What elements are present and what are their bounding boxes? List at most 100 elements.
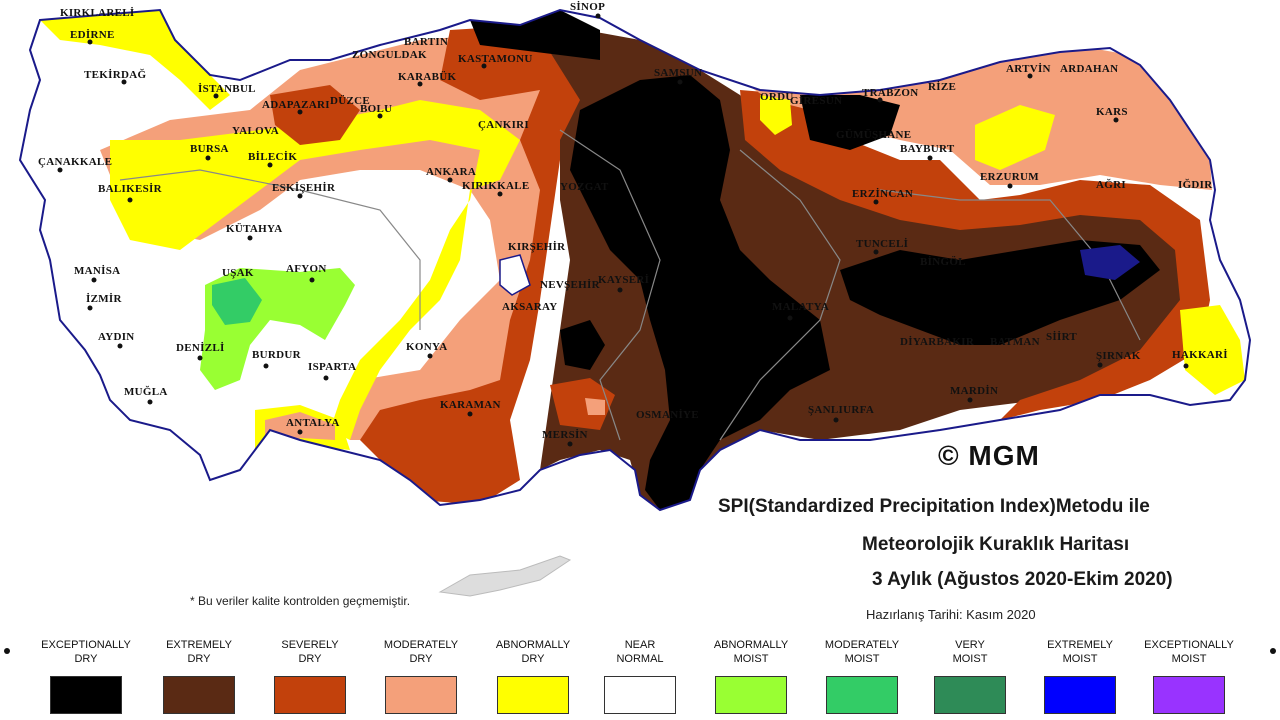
label-igdir: IĞDIR <box>1178 178 1213 191</box>
label-manisa: MANİSA <box>74 265 120 277</box>
label-duzce: DÜZCE <box>330 94 370 107</box>
region-severely-dry-mersin <box>550 378 615 430</box>
region-severely-dry-north <box>270 85 360 145</box>
region-abnormally-dry-northwest <box>40 10 230 110</box>
legend-label: EXTREMELY DRY <box>166 639 232 665</box>
map-title-line-3: 3 Aylık (Ağustos 2020-Ekim 2020) <box>872 569 1173 590</box>
legend-label: MODERATELY MOIST <box>824 639 900 665</box>
region-exceptionally-dry-trabzon <box>800 95 900 150</box>
label-izmir: İZMİR <box>86 293 122 305</box>
legend-swatch <box>826 676 898 714</box>
legend-label: MODERATELY DRY <box>383 639 459 665</box>
legend-label: NEAR NORMAL <box>616 639 664 665</box>
label-mersin: MERSİN <box>542 429 588 441</box>
label-afyon: AFYON <box>286 263 327 275</box>
label-edirne: EDİRNE <box>70 29 115 41</box>
mgm-logo: © MGM <box>938 440 1040 471</box>
label-yozgat: YOZGAT <box>560 181 609 193</box>
legend-swatch <box>274 676 346 714</box>
label-denizli: DENİZLİ <box>176 342 225 354</box>
label-usak: UŞAK <box>222 267 254 279</box>
label-rize: RİZE <box>928 81 956 93</box>
legend-item-exceptionally-dry: EXCEPTIONALLY DRY <box>30 638 142 714</box>
label-balikesir: BALIKESİR <box>98 183 163 195</box>
legend-swatch <box>497 676 569 714</box>
quality-footnote: * Bu veriler kalite kontrolden geçmemişt… <box>190 594 411 608</box>
legend-item-moderately-moist: MODERATELY MOIST <box>806 638 918 714</box>
legend-label: EXCEPTIONALLY MOIST <box>1144 639 1234 665</box>
label-cankiri: ÇANKIRI <box>478 119 529 131</box>
left-edge-dot <box>4 648 10 654</box>
label-siirt: SİİRT <box>1046 331 1077 343</box>
label-sakarya: ADAPAZARI <box>262 99 330 111</box>
region-exceptionally-dry-kayseri <box>560 320 605 370</box>
label-eskisehir: ESKİŞEHİR <box>272 182 336 194</box>
legend-label: SEVERELY DRY <box>281 639 339 665</box>
city-labels: KIRKLARELİ EDİRNE TEKİRDAĞ İSTANBUL ÇANA… <box>38 1 1228 441</box>
label-diyarbakir: DİYARBAKIR <box>900 336 975 348</box>
label-konya: KONYA <box>406 341 447 353</box>
region-abnormally-dry-erzurum <box>975 105 1055 170</box>
region-severely-dry-central <box>360 25 590 505</box>
legend-item-abnormally-moist: ABNORMALLY MOIST <box>695 638 807 714</box>
preparation-date: Hazırlanış Tarihi: Kasım 2020 <box>866 607 1036 622</box>
lake-tuz <box>499 254 531 296</box>
label-karaman: KARAMAN <box>440 399 501 411</box>
label-kirikkale: KIRIKKALE <box>462 180 530 192</box>
label-aydin: AYDIN <box>98 331 135 343</box>
label-zonguldak: ZONGULDAK <box>352 49 427 61</box>
region-border-2 <box>559 129 661 441</box>
legend-item-very-moist: VERY MOIST <box>914 638 1026 714</box>
label-bilecik: BİLECİK <box>248 151 297 163</box>
legend-swatch <box>934 676 1006 714</box>
label-agri: AĞRI <box>1096 178 1126 191</box>
label-ordu: ORDU <box>760 91 794 103</box>
label-aksaray: AKSARAY <box>502 301 557 313</box>
label-erzincan: ERZİNCAN <box>852 188 913 200</box>
label-istanbul: İSTANBUL <box>198 83 256 95</box>
legend-label: VERY MOIST <box>952 639 988 665</box>
label-sirnak: ŞIRNAK <box>1096 350 1141 362</box>
label-batman: BATMAN <box>990 336 1040 348</box>
label-samsun: SAMSUN <box>654 67 702 79</box>
label-gumushane: GÜMÜŞHANE <box>836 128 911 141</box>
label-bursa: BURSA <box>190 143 229 155</box>
legend-label: ABNORMALLY MOIST <box>713 639 789 665</box>
label-osmaniye: OSMANİYE <box>636 409 699 421</box>
map-title-line-1: SPI(Standardized Precipitation Index)Met… <box>718 496 1150 517</box>
legend-swatch <box>385 676 457 714</box>
label-giresun: GİRESUN <box>790 95 842 107</box>
label-bingol: BİNGÖL <box>920 255 966 268</box>
label-malatya: MALATYA <box>772 301 829 313</box>
label-kastamonu: KASTAMONU <box>458 53 533 65</box>
label-antalya: ANTALYA <box>286 417 340 429</box>
legend: EXCEPTIONALLY DRY EXTREMELY DRY SEVERELY DR… <box>0 638 1280 720</box>
region-border-3 <box>719 149 841 441</box>
right-edge-dot <box>1270 648 1276 654</box>
lake-van <box>1080 245 1140 280</box>
label-tekirdag: TEKİRDAĞ <box>84 68 146 81</box>
label-tunceli: TUNCELİ <box>856 238 908 250</box>
region-border-4 <box>879 189 1141 341</box>
label-bolu: BOLU <box>360 103 392 115</box>
legend-label: EXTREMELY MOIST <box>1047 639 1113 665</box>
legend-item-exceptionally-moist: EXCEPTIONALLY MOIST <box>1133 638 1245 714</box>
legend-item-extremely-dry: EXTREMELY DRY <box>143 638 255 714</box>
label-bayburt: BAYBURT <box>900 143 955 155</box>
region-abnormally-dry-west <box>110 100 520 440</box>
label-sinop: SİNOP <box>570 1 605 13</box>
label-kayseri: KAYSERİ <box>598 274 649 286</box>
label-kirklareli: KIRKLARELİ <box>60 7 135 19</box>
cyprus-shape <box>438 555 572 597</box>
region-severely-dry-east <box>740 90 1210 420</box>
label-sanliurfa: ŞANLIURFA <box>808 404 874 416</box>
label-kutahya: KÜTAHYA <box>226 222 283 235</box>
legend-item-extremely-moist: EXTREMELY MOIST <box>1024 638 1136 714</box>
legend-item-moderately-dry: MODERATELY DRY <box>365 638 477 714</box>
label-ardahan: ARDAHAN <box>1060 63 1118 75</box>
legend-swatch <box>1044 676 1116 714</box>
legend-item-abnormally-dry: ABNORMALLY DRY <box>477 638 589 714</box>
label-burdur: BURDUR <box>252 349 302 361</box>
region-abnormally-dry-hakkari <box>1180 305 1245 395</box>
